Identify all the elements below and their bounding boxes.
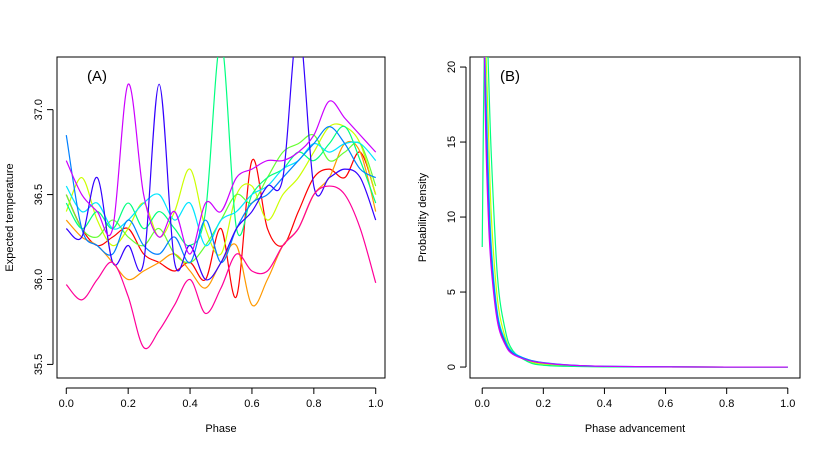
series-line [483,57,788,368]
x-axis-label: Phase advancement [585,423,685,435]
series-line [65,151,377,299]
plot-frame [469,56,801,379]
y-tick-label: 20 [446,61,458,73]
x-tick-label: 0.0 [475,398,490,410]
x-tick-label: 0.6 [244,398,259,410]
series-line [65,83,377,255]
y-tick-label: 36.5 [33,184,45,205]
y-tick-label: 10 [446,211,458,223]
x-tick-label: 0.8 [719,398,734,410]
series-line [65,141,377,247]
series-line [65,185,377,350]
series-group [65,57,377,350]
series-line [485,57,788,368]
plot-frame [56,56,386,379]
y-tick-label: 35.5 [33,354,45,375]
x-tick-label: 0.6 [658,398,673,410]
x-tick-label: 0.4 [597,398,612,410]
series-line [65,57,377,281]
series-line [484,57,788,368]
y-tick-label: 0 [446,364,458,370]
x-tick-label: 1.0 [780,398,795,410]
x-axis-label: Phase [205,423,236,435]
series-line [481,57,788,368]
x-tick-label: 0.4 [182,398,197,410]
series-line [65,126,377,264]
x-tick-label: 0.0 [59,398,74,410]
x-tick-label: 0.2 [536,398,551,410]
series-line [65,57,377,247]
series-line [483,57,788,368]
y-tick-label: 15 [446,136,458,148]
series-line [65,133,377,264]
series-line [484,57,788,368]
series-line [65,140,377,307]
x-tick-label: 0.8 [306,398,321,410]
y-tick-label: 37.0 [33,99,45,120]
panel-label: (B) [500,68,520,85]
y-axis-label: Probability density [417,172,429,262]
y-tick-label: 36.0 [33,269,45,290]
x-tick-label: 1.0 [368,398,383,410]
x-tick-label: 0.2 [121,398,136,410]
series-group [481,57,788,368]
y-tick-label: 5 [446,289,458,295]
panel-label: (A) [87,68,107,85]
y-axis-label: Expected temperature [4,163,16,271]
